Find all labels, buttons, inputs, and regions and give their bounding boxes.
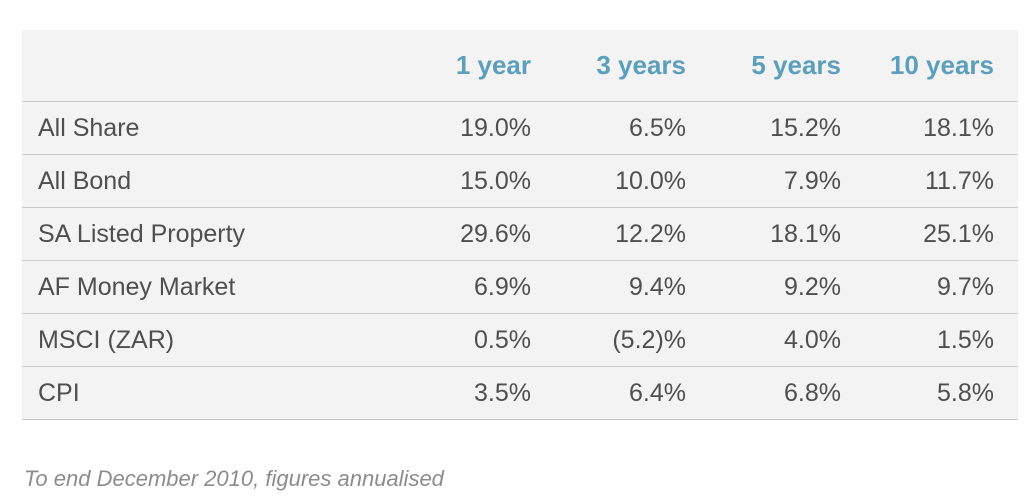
cell-5-years: 18.1% <box>686 207 841 261</box>
cell-1-year: 15.0% <box>372 154 531 208</box>
row-label: MSCI (ZAR) <box>22 313 372 367</box>
cell-10-years: 11.7% <box>841 154 1018 208</box>
footnote: To end December 2010, figures annualised <box>24 466 444 491</box>
table-row: All Share 19.0% 6.5% 15.2% 18.1% <box>22 101 1018 155</box>
cell-5-years: 7.9% <box>686 154 841 208</box>
cell-10-years: 1.5% <box>841 313 1018 367</box>
row-label: CPI <box>22 366 372 420</box>
cell-10-years: 18.1% <box>841 101 1018 155</box>
row-label: All Bond <box>22 154 372 208</box>
cell-10-years: 25.1% <box>841 207 1018 261</box>
cell-10-years: 9.7% <box>841 260 1018 314</box>
cell-1-year: 19.0% <box>372 101 531 155</box>
table-row: MSCI (ZAR) 0.5% (5.2)% 4.0% 1.5% <box>22 313 1018 367</box>
row-label: SA Listed Property <box>22 207 372 261</box>
header-5-years: 5 years <box>686 30 841 102</box>
header-3-years: 3 years <box>531 30 686 102</box>
table-row: SA Listed Property 29.6% 12.2% 18.1% 25.… <box>22 207 1018 261</box>
cell-3-years: 10.0% <box>531 154 686 208</box>
table-row: AF Money Market 6.9% 9.4% 9.2% 9.7% <box>22 260 1018 314</box>
cell-5-years: 15.2% <box>686 101 841 155</box>
cell-1-year: 3.5% <box>372 366 531 420</box>
cell-3-years: 6.4% <box>531 366 686 420</box>
cell-1-year: 6.9% <box>372 260 531 314</box>
returns-table-container: 1 year 3 years 5 years 10 years All Shar… <box>22 30 1018 420</box>
cell-1-year: 0.5% <box>372 313 531 367</box>
table-row: CPI 3.5% 6.4% 6.8% 5.8% <box>22 366 1018 420</box>
row-label: All Share <box>22 101 372 155</box>
row-label: AF Money Market <box>22 260 372 314</box>
cell-3-years: 6.5% <box>531 101 686 155</box>
cell-5-years: 4.0% <box>686 313 841 367</box>
returns-table: 1 year 3 years 5 years 10 years All Shar… <box>22 30 1018 420</box>
header-label-cell <box>22 30 372 102</box>
cell-3-years: 12.2% <box>531 207 686 261</box>
header-1-year: 1 year <box>372 30 531 102</box>
cell-10-years: 5.8% <box>841 366 1018 420</box>
cell-1-year: 29.6% <box>372 207 531 261</box>
cell-3-years: 9.4% <box>531 260 686 314</box>
cell-5-years: 9.2% <box>686 260 841 314</box>
cell-5-years: 6.8% <box>686 366 841 420</box>
table-row: All Bond 15.0% 10.0% 7.9% 11.7% <box>22 154 1018 208</box>
header-10-years: 10 years <box>841 30 1018 102</box>
table-header-row: 1 year 3 years 5 years 10 years <box>22 30 1018 102</box>
cell-3-years: (5.2)% <box>531 313 686 367</box>
